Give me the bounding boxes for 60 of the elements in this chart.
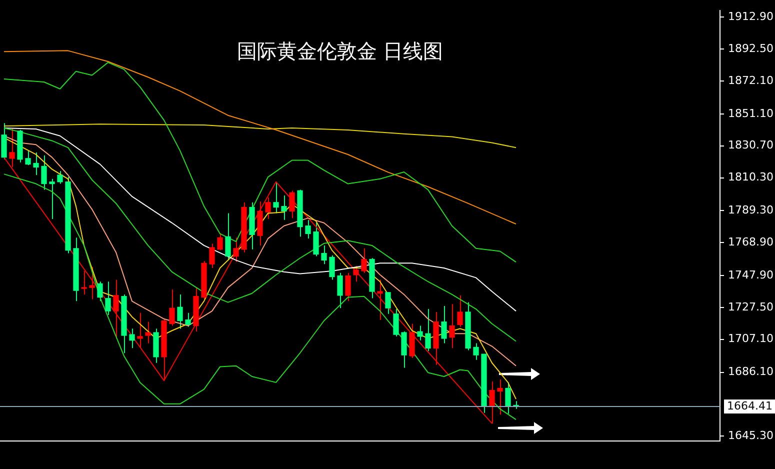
- candlestick: [305, 219, 311, 240]
- candlestick: [321, 244, 327, 265]
- candlestick: [33, 152, 39, 176]
- y-tick-label: 1912.90: [728, 10, 774, 24]
- y-tick-label: 1707.10: [728, 332, 774, 346]
- y-tick-label: 1727.50: [728, 300, 774, 314]
- candlestick: [113, 279, 119, 339]
- candlestick: [41, 154, 47, 190]
- candlestick: [457, 294, 463, 328]
- candlestick: [441, 306, 447, 344]
- candlestick: [49, 178, 55, 220]
- candlestick: [425, 308, 431, 352]
- candlestick: [329, 254, 335, 280]
- candlestick: [289, 190, 295, 219]
- y-tick-label: 1872.10: [728, 74, 774, 87]
- candlestick: [81, 270, 87, 295]
- candlestick: [57, 170, 63, 184]
- candlestick: [401, 331, 407, 368]
- candlestick: [97, 281, 103, 302]
- text: 国际黄金伦敦金 日线图: [236, 38, 444, 65]
- y-tick-label: 1768.90: [728, 235, 774, 248]
- y-tick-label: 1851.10: [728, 106, 774, 120]
- candlestick: [273, 181, 279, 214]
- candlestick: [361, 248, 367, 274]
- candlestick: [225, 212, 231, 261]
- y-tick-label: 1810.30: [728, 170, 774, 184]
- candlestick: [449, 304, 455, 349]
- candlestick: [105, 281, 111, 316]
- candlestick: [169, 288, 175, 326]
- candlestick: [473, 342, 479, 360]
- candlestick: [137, 312, 143, 349]
- y-tick-label: 1892.50: [728, 42, 774, 55]
- candlestick: [353, 265, 359, 282]
- candlestick: [281, 195, 287, 220]
- y-tick-label: 1686.10: [728, 365, 774, 378]
- candlestick: [505, 382, 511, 414]
- y-tick-label: 1830.70: [728, 138, 774, 152]
- candlestick: [177, 294, 183, 330]
- candlestick: [25, 150, 31, 166]
- candlestick: [345, 272, 351, 302]
- candlestick: [185, 312, 191, 328]
- candlestick: [145, 321, 151, 344]
- y-tick-label: 1747.90: [728, 268, 774, 282]
- candlestick: [1, 122, 7, 160]
- candlestick: [417, 325, 423, 341]
- candlestick: [337, 272, 343, 309]
- candlestick: [89, 266, 95, 300]
- candlestick: [265, 197, 271, 220]
- candlestick: [313, 222, 319, 257]
- ref-line-label: 1664.41: [727, 399, 772, 412]
- candlestick: [209, 243, 215, 268]
- candlestick: [497, 378, 503, 416]
- candlestick: [377, 279, 383, 320]
- y-tick-label: 1789.30: [728, 204, 774, 217]
- y-tick-label: 1645.30: [728, 429, 774, 442]
- candlestick: [129, 328, 135, 349]
- candlestick: [393, 308, 399, 337]
- candlestick: [233, 237, 239, 263]
- candlestick: [217, 233, 223, 251]
- candlestick: [385, 292, 391, 314]
